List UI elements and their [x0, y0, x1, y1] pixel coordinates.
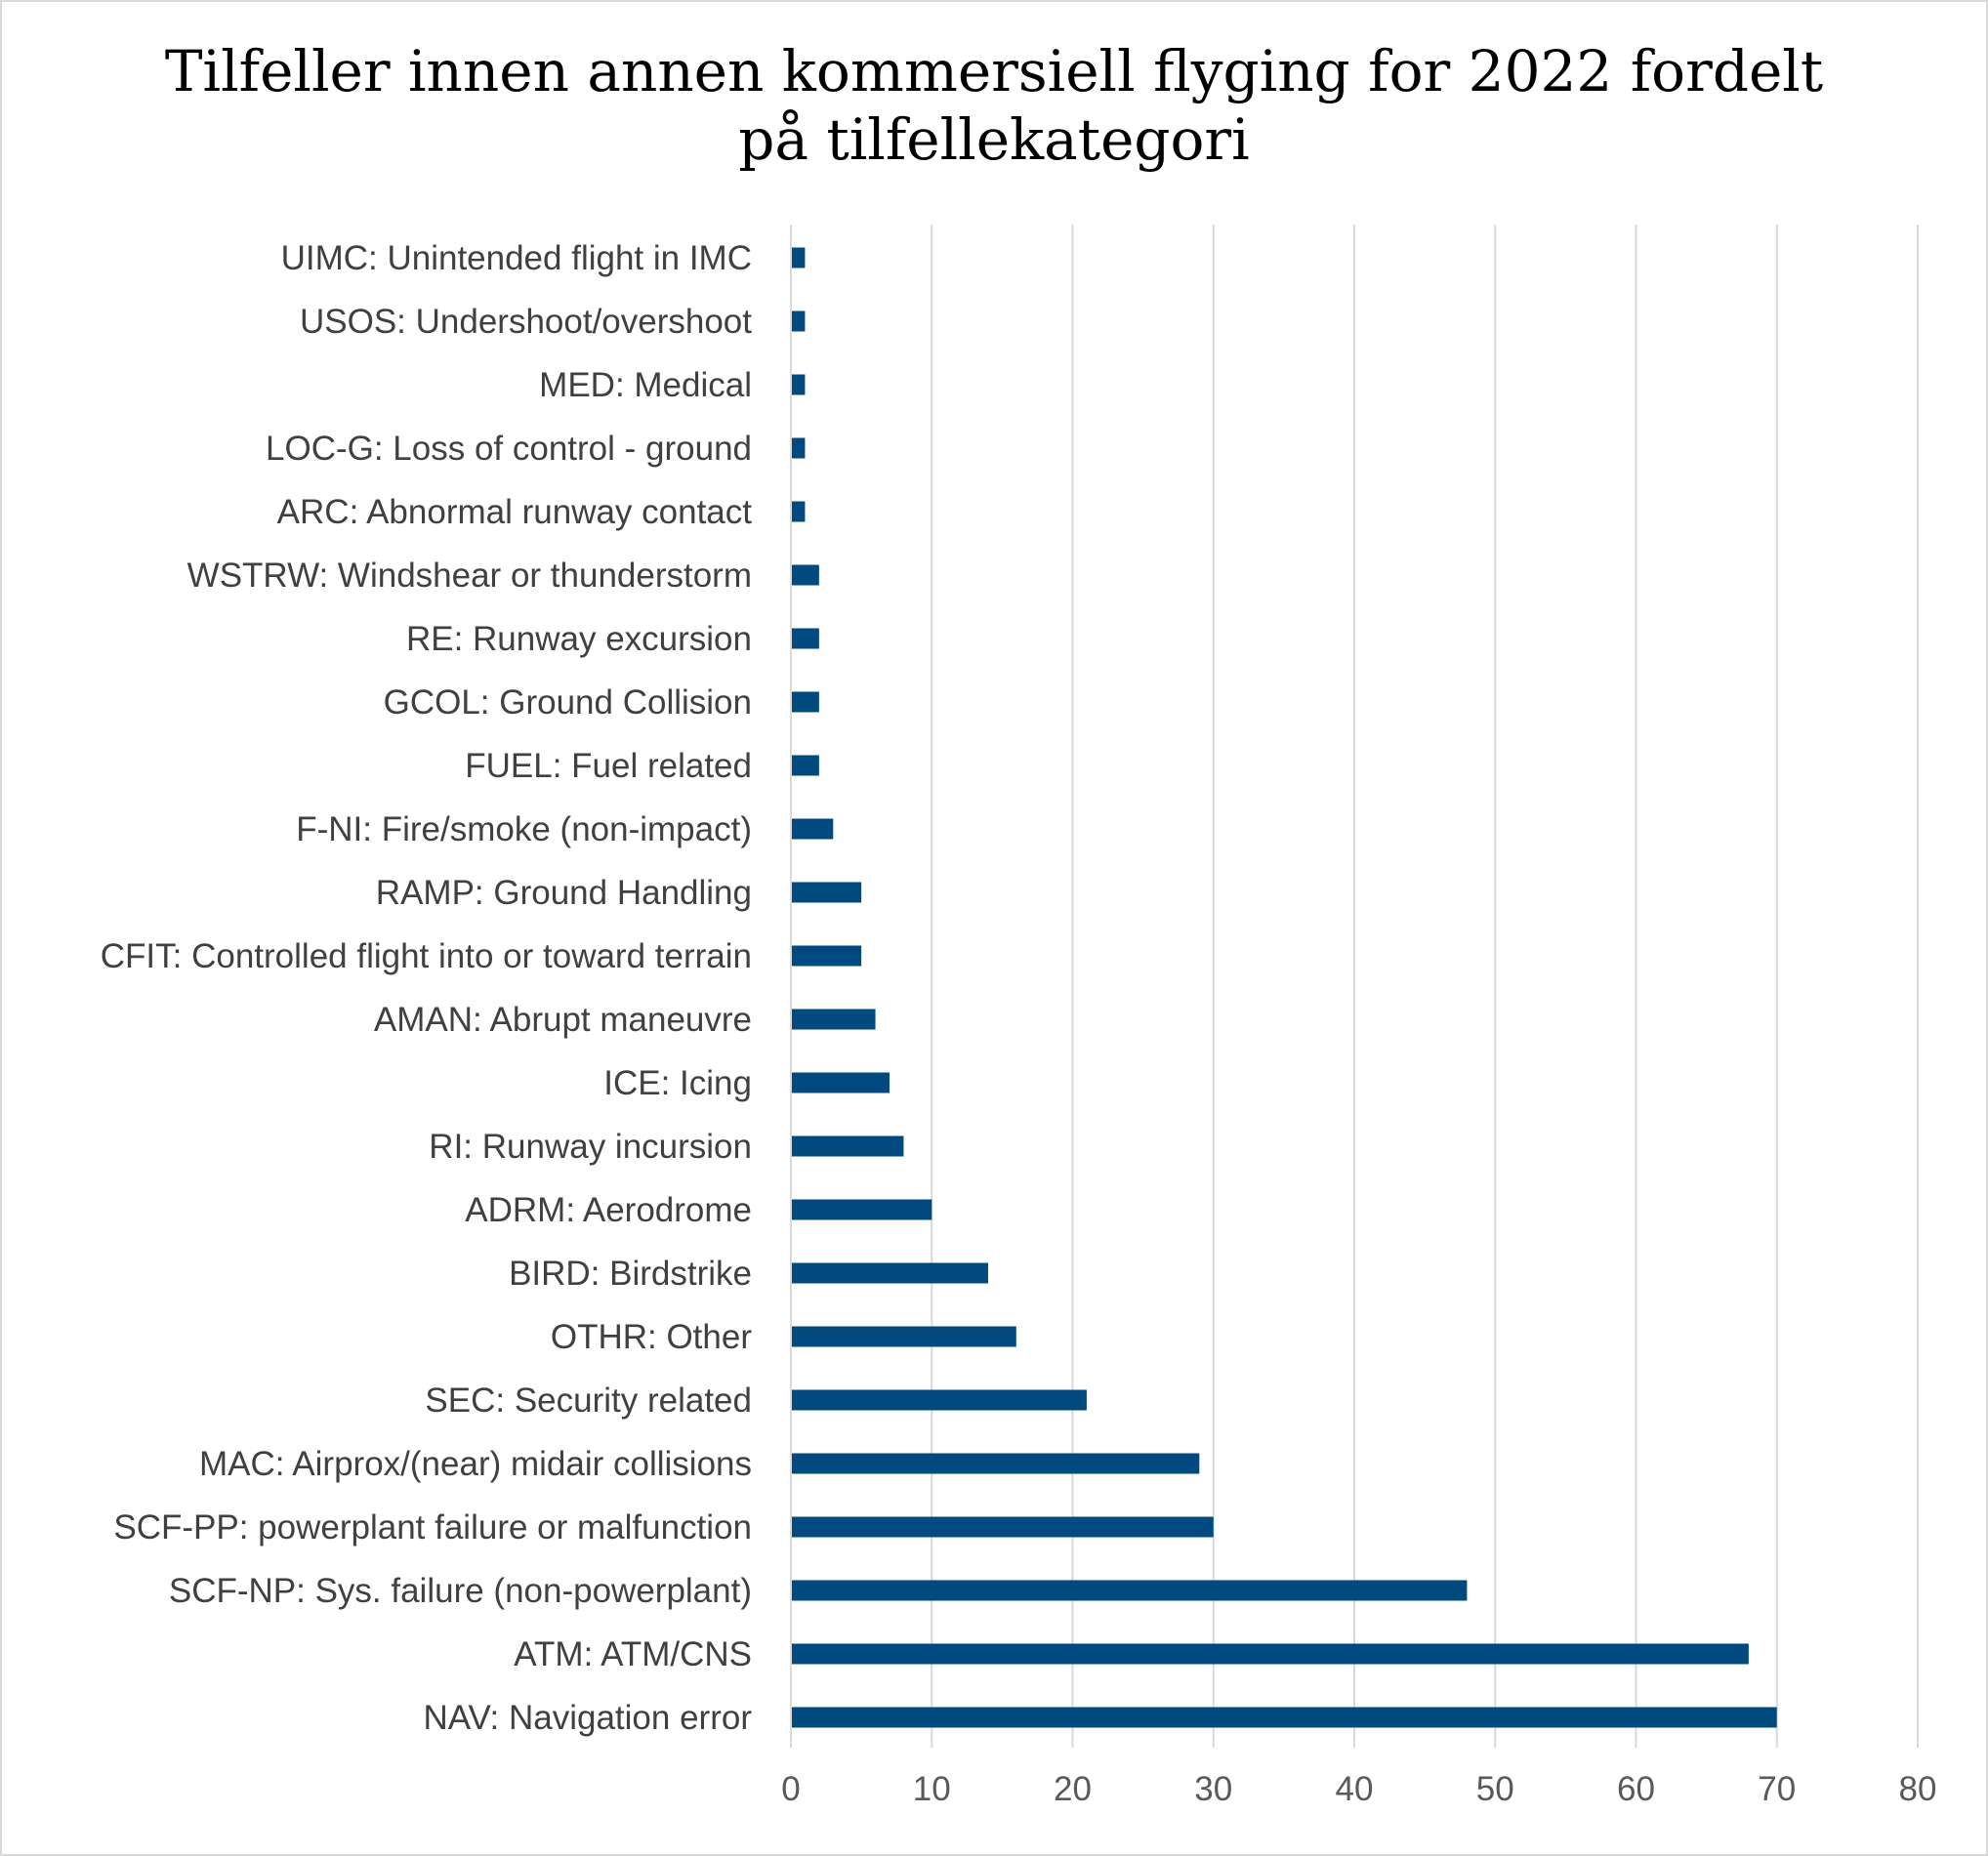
- bar: [792, 310, 806, 332]
- bar: [792, 1389, 1087, 1411]
- chart-title-line-2: på tilfellekategori: [738, 106, 1250, 173]
- bar: [792, 818, 834, 840]
- bar: [792, 755, 819, 776]
- category-label: MED: Medical: [539, 366, 752, 404]
- bar: [792, 1009, 876, 1030]
- bar: [792, 1707, 1777, 1728]
- bar: [792, 1326, 1016, 1347]
- category-label: RAMP: Ground Handling: [376, 874, 752, 912]
- bar: [792, 882, 862, 903]
- category-label: BIRD: Birdstrike: [509, 1255, 752, 1293]
- category-label: SCF-NP: Sys. failure (non-powerplant): [169, 1572, 752, 1610]
- category-label: SEC: Security related: [425, 1382, 752, 1420]
- bar: [792, 1199, 932, 1220]
- x-tick-label: 0: [781, 1770, 800, 1808]
- x-tick-label: 10: [913, 1770, 951, 1808]
- bar: [792, 628, 819, 649]
- bar: [792, 1072, 890, 1093]
- bar: [792, 437, 806, 459]
- chart-title: Tilfeller innen annen kommersiell flygin…: [2, 37, 1986, 174]
- bar: [792, 374, 806, 395]
- category-label: WSTRW: Windshear or thunderstorm: [187, 557, 752, 595]
- bar: [792, 564, 819, 586]
- category-label: GCOL: Ground Collision: [384, 683, 752, 722]
- bar: [792, 691, 819, 713]
- chart-title-line-1: Tilfeller innen annen kommersiell flygin…: [164, 38, 1824, 104]
- category-label: MAC: Airprox/(near) midair collisions: [199, 1445, 752, 1483]
- x-tick-label: 20: [1054, 1770, 1092, 1808]
- category-label: ADRM: Aerodrome: [465, 1191, 752, 1229]
- category-label: AMAN: Abrupt maneuvre: [374, 1001, 752, 1039]
- bar: [792, 1262, 988, 1284]
- bar: [792, 1135, 904, 1157]
- category-label: ICE: Icing: [603, 1064, 752, 1102]
- category-label: ATM: ATM/CNS: [514, 1635, 752, 1673]
- category-label: NAV: Navigation error: [423, 1699, 752, 1737]
- x-tick-label: 80: [1899, 1770, 1937, 1808]
- x-tick-label: 50: [1476, 1770, 1514, 1808]
- x-tick-label: 70: [1758, 1770, 1796, 1808]
- bar: [792, 501, 806, 522]
- x-tick-label: 60: [1617, 1770, 1655, 1808]
- category-label: UIMC: Unintended flight in IMC: [281, 239, 752, 277]
- category-label: LOC-G: Loss of control - ground: [266, 430, 752, 468]
- category-label: RE: Runway excursion: [406, 620, 752, 658]
- bar: [792, 1643, 1749, 1665]
- category-label: SCF-PP: powerplant failure or malfunctio…: [113, 1508, 752, 1547]
- category-label: RI: Runway incursion: [429, 1128, 752, 1166]
- x-tick-label: 40: [1336, 1770, 1374, 1808]
- bar: [792, 247, 806, 268]
- category-label: OTHR: Other: [551, 1318, 752, 1356]
- bar: [792, 945, 862, 967]
- bar: [792, 1580, 1468, 1601]
- bar: [792, 1516, 1214, 1538]
- category-label: USOS: Undershoot/overshoot: [300, 303, 752, 341]
- category-label: ARC: Abnormal runway contact: [277, 493, 753, 531]
- category-label: CFIT: Controlled flight into or toward t…: [101, 937, 752, 975]
- x-tick-label: 30: [1194, 1770, 1232, 1808]
- category-label: FUEL: Fuel related: [465, 747, 752, 785]
- category-label: F-NI: Fire/smoke (non-impact): [296, 810, 752, 848]
- bar: [792, 1453, 1200, 1474]
